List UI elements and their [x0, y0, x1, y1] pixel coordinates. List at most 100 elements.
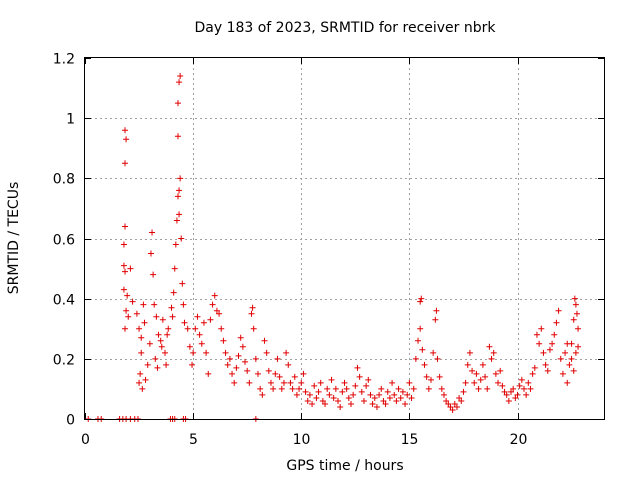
data-point — [181, 319, 188, 326]
data-point — [360, 397, 367, 404]
data-point — [229, 370, 236, 377]
x-tick-label: 10 — [293, 432, 311, 448]
data-point — [430, 349, 437, 356]
data-point — [386, 394, 393, 401]
data-point — [575, 325, 582, 332]
data-point — [186, 343, 193, 350]
data-point — [171, 265, 178, 272]
data-point — [408, 394, 415, 401]
data-point — [397, 394, 404, 401]
y-tick-label: 0.8 — [53, 172, 75, 188]
data-point — [293, 391, 300, 398]
data-point — [302, 388, 309, 395]
data-point — [173, 217, 180, 224]
data-point — [172, 241, 179, 248]
data-point — [453, 403, 460, 410]
data-point — [287, 379, 294, 386]
data-point — [490, 349, 497, 356]
data-point — [179, 280, 186, 287]
data-point — [200, 319, 207, 326]
data-point — [406, 379, 413, 386]
data-point — [147, 250, 154, 257]
data-point — [520, 385, 527, 392]
data-point — [523, 391, 530, 398]
data-point — [433, 307, 440, 314]
data-point — [347, 400, 354, 407]
data-point — [566, 361, 573, 368]
data-point — [531, 364, 538, 371]
data-point — [280, 379, 287, 386]
data-point — [244, 367, 251, 374]
data-point — [335, 397, 342, 404]
plot-frame — [84, 57, 605, 420]
data-point — [412, 355, 419, 362]
data-point — [514, 391, 521, 398]
data-point — [249, 304, 256, 311]
data-point — [575, 343, 582, 350]
data-point — [343, 385, 350, 392]
data-point — [428, 376, 434, 383]
chart-title: Day 183 of 2023, SRMTID for receiver nbr… — [194, 20, 496, 36]
data-point — [137, 370, 144, 377]
data-point — [211, 292, 218, 299]
data-point — [571, 295, 578, 302]
data-point — [570, 316, 577, 323]
data-point — [475, 385, 482, 392]
grid-lines — [85, 58, 604, 419]
data-point — [418, 295, 425, 302]
data-point — [572, 301, 579, 308]
data-point — [527, 385, 534, 392]
data-point — [136, 379, 143, 386]
data-point — [384, 388, 391, 395]
data-point — [190, 349, 197, 356]
data-point — [326, 391, 333, 398]
data-point — [120, 262, 127, 269]
data-point — [146, 340, 153, 347]
data-point — [162, 349, 169, 356]
data-point — [174, 133, 181, 140]
data-point — [449, 406, 456, 413]
data-point — [168, 304, 175, 311]
data-point — [421, 361, 428, 368]
data-point — [551, 331, 558, 338]
data-point — [122, 325, 129, 332]
data-point — [495, 379, 502, 386]
data-point — [222, 349, 229, 356]
data-point — [339, 388, 346, 395]
data-point — [503, 391, 510, 398]
data-point — [516, 382, 523, 389]
data-point — [417, 298, 424, 305]
data-point — [257, 385, 264, 392]
x-tick-label: 15 — [401, 432, 419, 448]
data-point — [399, 388, 406, 395]
data-point — [246, 379, 253, 386]
data-point — [159, 316, 166, 323]
data-point — [415, 337, 422, 344]
data-point — [542, 361, 549, 368]
data-point — [141, 319, 148, 326]
data-point — [389, 379, 396, 386]
data-point — [296, 385, 303, 392]
data-point — [224, 361, 231, 368]
data-point — [419, 346, 426, 353]
data-point — [328, 376, 335, 383]
data-point — [231, 379, 238, 386]
data-point — [572, 349, 579, 356]
data-point — [151, 301, 158, 308]
data-point — [482, 373, 489, 380]
data-point — [345, 394, 352, 401]
data-point — [499, 382, 506, 389]
data-point — [149, 229, 156, 236]
y-tick-label: 0.4 — [53, 293, 75, 309]
data-point — [358, 388, 365, 395]
data-point — [423, 373, 430, 380]
data-point — [417, 325, 424, 332]
data-point — [176, 79, 183, 86]
data-point — [122, 127, 129, 134]
data-point — [382, 400, 389, 407]
data-point — [533, 331, 540, 338]
y-tick-label: 0.2 — [53, 353, 75, 369]
data-point — [309, 400, 316, 407]
x-tick-labels: 0 5 10 15 20 — [81, 432, 527, 448]
data-point — [445, 400, 452, 407]
